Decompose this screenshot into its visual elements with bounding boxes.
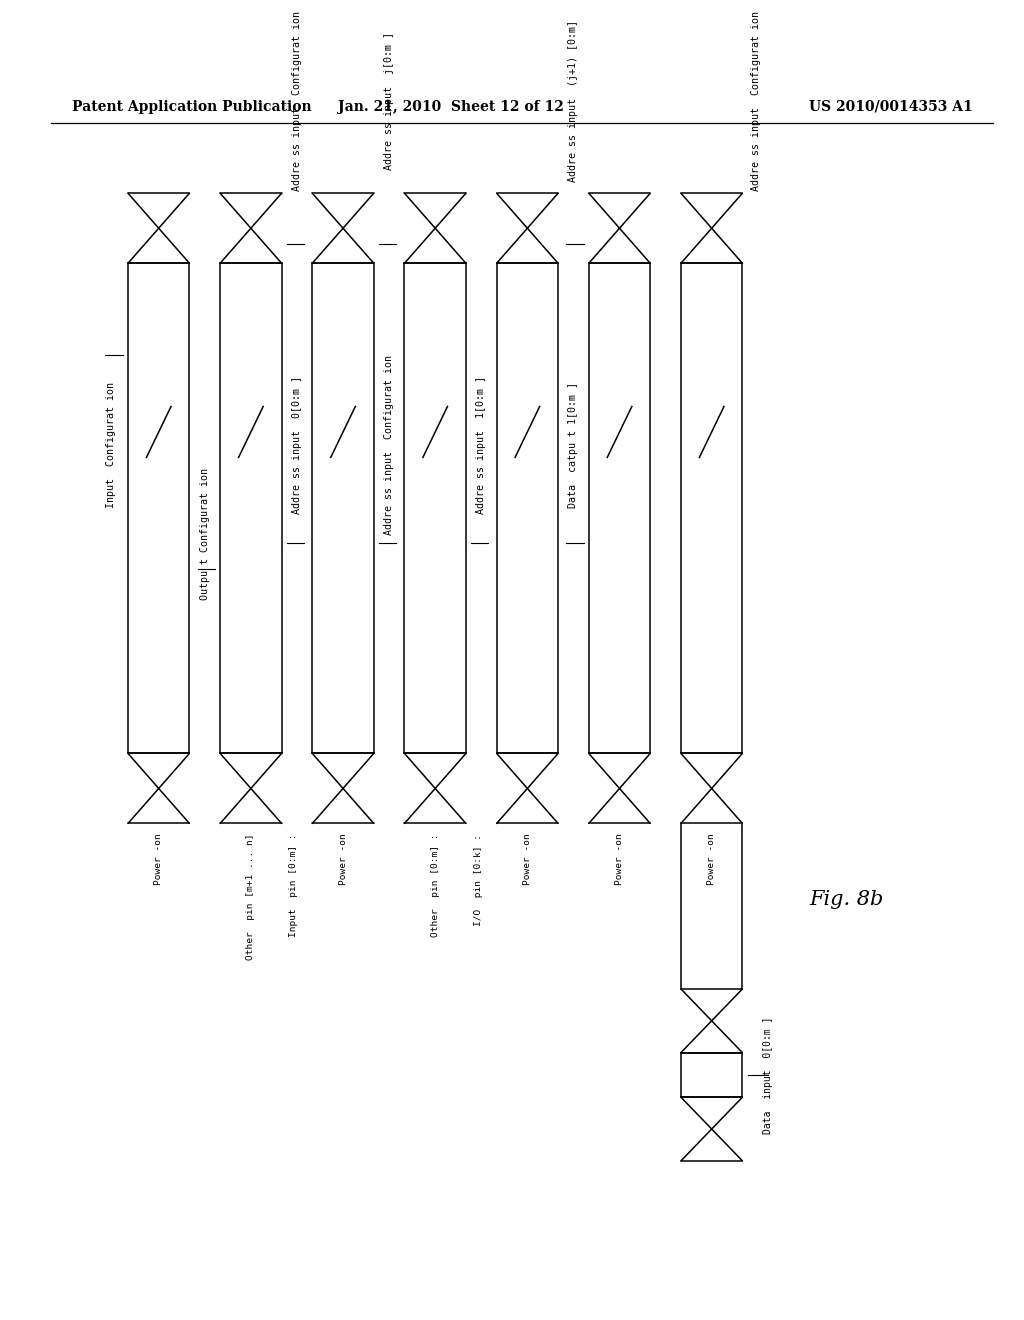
Text: Addre ss input  (j+1) [0:m]: Addre ss input (j+1) [0:m]	[568, 20, 579, 182]
Text: Input  Configurat ion: Input Configurat ion	[105, 381, 116, 508]
Text: Outpu t Configurat ion: Outpu t Configurat ion	[200, 467, 210, 599]
Text: Input  pin [0:m] :: Input pin [0:m] :	[290, 834, 298, 937]
Text: Addre ss input  Configurat ion: Addre ss input Configurat ion	[751, 11, 761, 191]
Text: Power -on: Power -on	[339, 834, 347, 886]
Text: Addre ss input  Configurat ion: Addre ss input Configurat ion	[292, 11, 302, 191]
Text: Power -on: Power -on	[155, 834, 163, 886]
Text: Other  pin [m+1 ... n]: Other pin [m+1 ... n]	[247, 834, 255, 960]
Text: Addre ss input  j[0:m ]: Addre ss input j[0:m ]	[384, 32, 394, 170]
Text: Other  pin [0:m] :: Other pin [0:m] :	[431, 834, 439, 937]
Text: Power -on: Power -on	[708, 834, 716, 886]
Text: Addre ss input  Configurat ion: Addre ss input Configurat ion	[384, 355, 394, 535]
Text: I/O  pin [0:k] :: I/O pin [0:k] :	[474, 834, 482, 925]
Text: Addre ss input  1[0:m ]: Addre ss input 1[0:m ]	[476, 376, 486, 513]
Text: US 2010/0014353 A1: US 2010/0014353 A1	[809, 99, 973, 114]
Text: Patent Application Publication: Patent Application Publication	[72, 99, 311, 114]
Text: Data  catpu t 1[0:m ]: Data catpu t 1[0:m ]	[568, 381, 579, 508]
Text: Power -on: Power -on	[523, 834, 531, 886]
Text: Data  input  0[0:m ]: Data input 0[0:m ]	[763, 1016, 773, 1134]
Text: Addre ss input  0[0:m ]: Addre ss input 0[0:m ]	[292, 376, 302, 513]
Text: Power -on: Power -on	[615, 834, 624, 886]
Text: Fig. 8b: Fig. 8b	[809, 891, 884, 909]
Text: Jan. 21, 2010  Sheet 12 of 12: Jan. 21, 2010 Sheet 12 of 12	[338, 99, 563, 114]
